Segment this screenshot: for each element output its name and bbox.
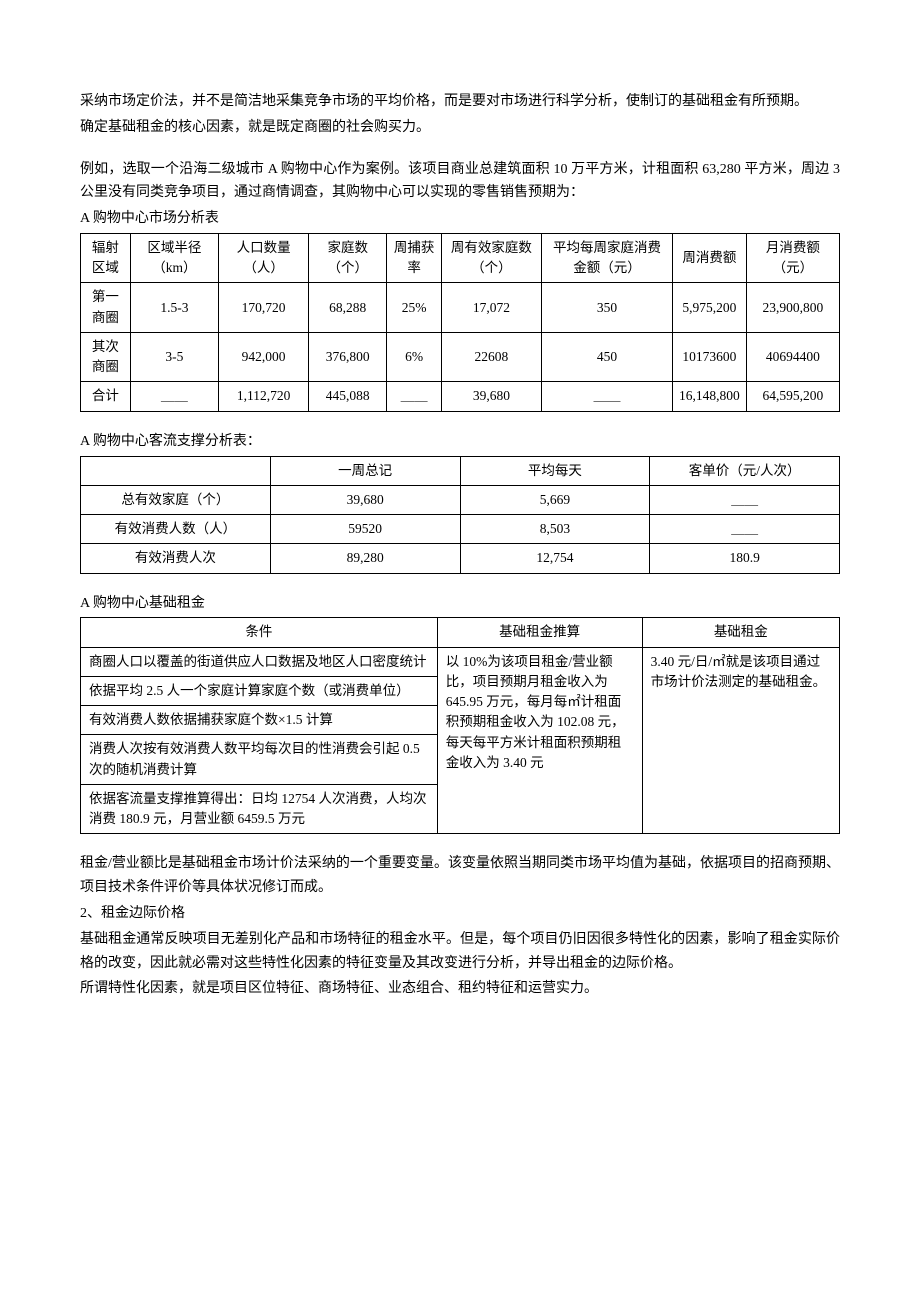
t1-r2-4: 6% bbox=[387, 332, 442, 382]
t1-r3-3: 445,088 bbox=[309, 382, 387, 411]
t3-h-2: 基础租金 bbox=[642, 618, 839, 647]
table-row: 有效消费人数（人） 59520 8,503 ＿＿ bbox=[81, 515, 840, 544]
t1-r2-1: 3-5 bbox=[130, 332, 218, 382]
t1-r1-7: 5,975,200 bbox=[673, 283, 747, 333]
t3-h-1: 基础租金推算 bbox=[437, 618, 642, 647]
t2-h-1: 一周总记 bbox=[270, 456, 460, 485]
t2-r1-1: 39,680 bbox=[270, 485, 460, 514]
t1-r1-3: 68,288 bbox=[309, 283, 387, 333]
t2-r3-3: 180.9 bbox=[650, 544, 840, 573]
t1-h-8: 月消费额（元） bbox=[746, 233, 839, 283]
t1-r1-1: 1.5-3 bbox=[130, 283, 218, 333]
intro-para-3: 例如，选取一个沿海二级城市 A 购物中心作为案例。该项目商业总建筑面积 10 万… bbox=[80, 158, 840, 206]
t1-r2-7: 10173600 bbox=[673, 332, 747, 382]
t2-r3-0: 有效消费人次 bbox=[81, 544, 271, 573]
t1-h-1: 区域半径（km） bbox=[130, 233, 218, 283]
base-rent-table: 条件 基础租金推算 基础租金 商圈人口以覆盖的街道供应人口数据及地区人口密度统计… bbox=[80, 617, 840, 834]
t1-r2-0: 其次商圈 bbox=[81, 332, 131, 382]
t2-r3-1: 89,280 bbox=[270, 544, 460, 573]
table-row: 有效消费人次 89,280 12,754 180.9 bbox=[81, 544, 840, 573]
t3-h-0: 条件 bbox=[81, 618, 438, 647]
t3-c2: 以 10%为该项目租金/营业额比，项目预期月租金收入为 645.95 万元，每月… bbox=[437, 647, 642, 834]
t1-r1-5: 17,072 bbox=[441, 283, 541, 333]
t1-r3-7: 16,148,800 bbox=[673, 382, 747, 411]
t1-h-5: 周有效家庭数（个） bbox=[441, 233, 541, 283]
t1-h-4: 周捕获率 bbox=[387, 233, 442, 283]
t1-r2-8: 40694400 bbox=[746, 332, 839, 382]
table-row: 辐射区域 区域半径（km） 人口数量（人） 家庭数（个） 周捕获率 周有效家庭数… bbox=[81, 233, 840, 283]
table-row: 条件 基础租金推算 基础租金 bbox=[81, 618, 840, 647]
t1-r2-6: 450 bbox=[541, 332, 672, 382]
t1-r3-2: 1,112,720 bbox=[219, 382, 309, 411]
outro-para-1: 租金/营业额比是基础租金市场计价法采纳的一个重要变量。该变量依照当期同类市场平均… bbox=[80, 852, 840, 900]
table-row: 其次商圈 3-5 942,000 376,800 6% 22608 450 10… bbox=[81, 332, 840, 382]
table-row: 第一商圈 1.5-3 170,720 68,288 25% 17,072 350… bbox=[81, 283, 840, 333]
t1-r1-6: 350 bbox=[541, 283, 672, 333]
t3-c1-3: 消费人次按有效消费人数平均每次目的性消费会引起 0.5 次的随机消费计算 bbox=[81, 735, 438, 785]
t1-r3-0: 合计 bbox=[81, 382, 131, 411]
t1-r3-8: 64,595,200 bbox=[746, 382, 839, 411]
t2-r2-1: 59520 bbox=[270, 515, 460, 544]
t2-r1-3: ＿＿ bbox=[650, 485, 840, 514]
intro-para-1: 采纳市场定价法，并不是简洁地采集竞争市场的平均价格，而是要对市场进行科学分析，使… bbox=[80, 90, 840, 114]
table-row: 一周总记 平均每天 客单价（元/人次） bbox=[81, 456, 840, 485]
t1-r3-4: ＿＿ bbox=[387, 382, 442, 411]
t1-r3-6: ＿＿ bbox=[541, 382, 672, 411]
t1-r3-1: ＿＿ bbox=[130, 382, 218, 411]
t1-r2-2: 942,000 bbox=[219, 332, 309, 382]
t1-r3-5: 39,680 bbox=[441, 382, 541, 411]
t1-h-2: 人口数量（人） bbox=[219, 233, 309, 283]
t3-c1-2: 有效消费人数依据捕获家庭个数×1.5 计算 bbox=[81, 706, 438, 735]
t2-r2-2: 8,503 bbox=[460, 515, 650, 544]
t2-r1-2: 5,669 bbox=[460, 485, 650, 514]
t3-c1-4: 依据客流量支撑推算得出：日均 12754 人次消费，人均次消费 180.9 元，… bbox=[81, 784, 438, 834]
t2-h-2: 平均每天 bbox=[460, 456, 650, 485]
t1-r2-5: 22608 bbox=[441, 332, 541, 382]
t1-r2-3: 376,800 bbox=[309, 332, 387, 382]
t1-r1-8: 23,900,800 bbox=[746, 283, 839, 333]
t2-r2-0: 有效消费人数（人） bbox=[81, 515, 271, 544]
table3-title: A 购物中心基础租金 bbox=[80, 592, 840, 616]
t2-r2-3: ＿＿ bbox=[650, 515, 840, 544]
t1-r1-0: 第一商圈 bbox=[81, 283, 131, 333]
outro-para-3: 基础租金通常反映项目无差别化产品和市场特征的租金水平。但是，每个项目仍旧因很多特… bbox=[80, 928, 840, 976]
t1-h-6: 平均每周家庭消费金额（元） bbox=[541, 233, 672, 283]
t2-h-3: 客单价（元/人次） bbox=[650, 456, 840, 485]
t1-r1-2: 170,720 bbox=[219, 283, 309, 333]
traffic-support-table: 一周总记 平均每天 客单价（元/人次） 总有效家庭（个） 39,680 5,66… bbox=[80, 456, 840, 574]
t2-r3-2: 12,754 bbox=[460, 544, 650, 573]
intro-para-2: 确定基础租金的核心因素，就是既定商圈的社会购买力。 bbox=[80, 116, 840, 140]
table-row: 总有效家庭（个） 39,680 5,669 ＿＿ bbox=[81, 485, 840, 514]
outro-para-4: 所谓特性化因素，就是项目区位特征、商场特征、业态组合、租约特征和运营实力。 bbox=[80, 977, 840, 1001]
market-analysis-table: 辐射区域 区域半径（km） 人口数量（人） 家庭数（个） 周捕获率 周有效家庭数… bbox=[80, 233, 840, 412]
t2-h-0 bbox=[81, 456, 271, 485]
table1-title: A 购物中心市场分析表 bbox=[80, 207, 840, 231]
t1-r1-4: 25% bbox=[387, 283, 442, 333]
table2-title: A 购物中心客流支撑分析表： bbox=[80, 430, 840, 454]
t1-h-0: 辐射区域 bbox=[81, 233, 131, 283]
t3-c3: 3.40 元/日/㎡就是该项目通过市场计价法测定的基础租金。 bbox=[642, 647, 839, 834]
table-row: 合计 ＿＿ 1,112,720 445,088 ＿＿ 39,680 ＿＿ 16,… bbox=[81, 382, 840, 411]
t1-h-7: 周消费额 bbox=[673, 233, 747, 283]
t1-h-3: 家庭数（个） bbox=[309, 233, 387, 283]
table-row: 商圈人口以覆盖的街道供应人口数据及地区人口密度统计 以 10%为该项目租金/营业… bbox=[81, 647, 840, 676]
t3-c1-1: 依据平均 2.5 人一个家庭计算家庭个数（或消费单位） bbox=[81, 676, 438, 705]
t2-r1-0: 总有效家庭（个） bbox=[81, 485, 271, 514]
t3-c1-0: 商圈人口以覆盖的街道供应人口数据及地区人口密度统计 bbox=[81, 647, 438, 676]
outro-para-2: 2、租金边际价格 bbox=[80, 902, 840, 926]
